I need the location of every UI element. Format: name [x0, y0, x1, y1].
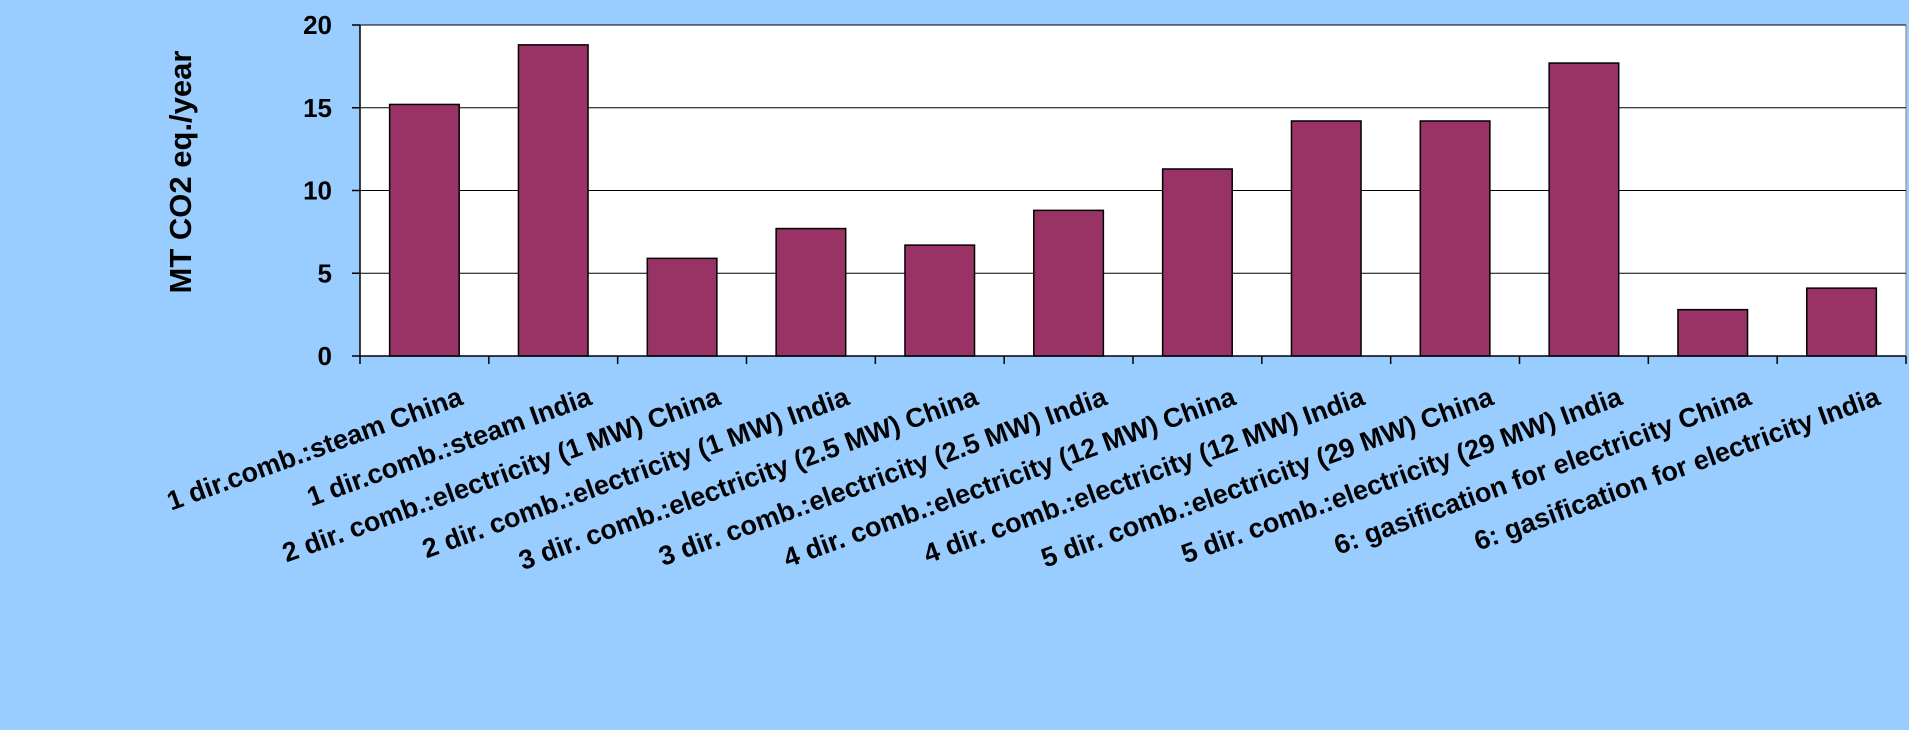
bar: [1548, 62, 1620, 357]
bar: [646, 257, 718, 357]
bar: [1806, 287, 1878, 357]
y-tick-label: 0: [318, 341, 332, 371]
bar: [775, 227, 847, 357]
bar: [1677, 308, 1749, 357]
y-tick-label: 10: [303, 176, 332, 206]
y-axis-label: MT CO2 eq./year: [163, 50, 198, 294]
bar: [517, 44, 589, 357]
bar: [388, 103, 460, 357]
bar: [1290, 120, 1362, 357]
bar: [1419, 120, 1491, 357]
bar: [1033, 209, 1105, 357]
y-tick-label: 15: [303, 93, 332, 123]
bar: [904, 244, 976, 357]
bar: [1161, 168, 1233, 357]
y-tick-label: 20: [303, 10, 332, 40]
y-tick-label: 5: [318, 258, 332, 288]
